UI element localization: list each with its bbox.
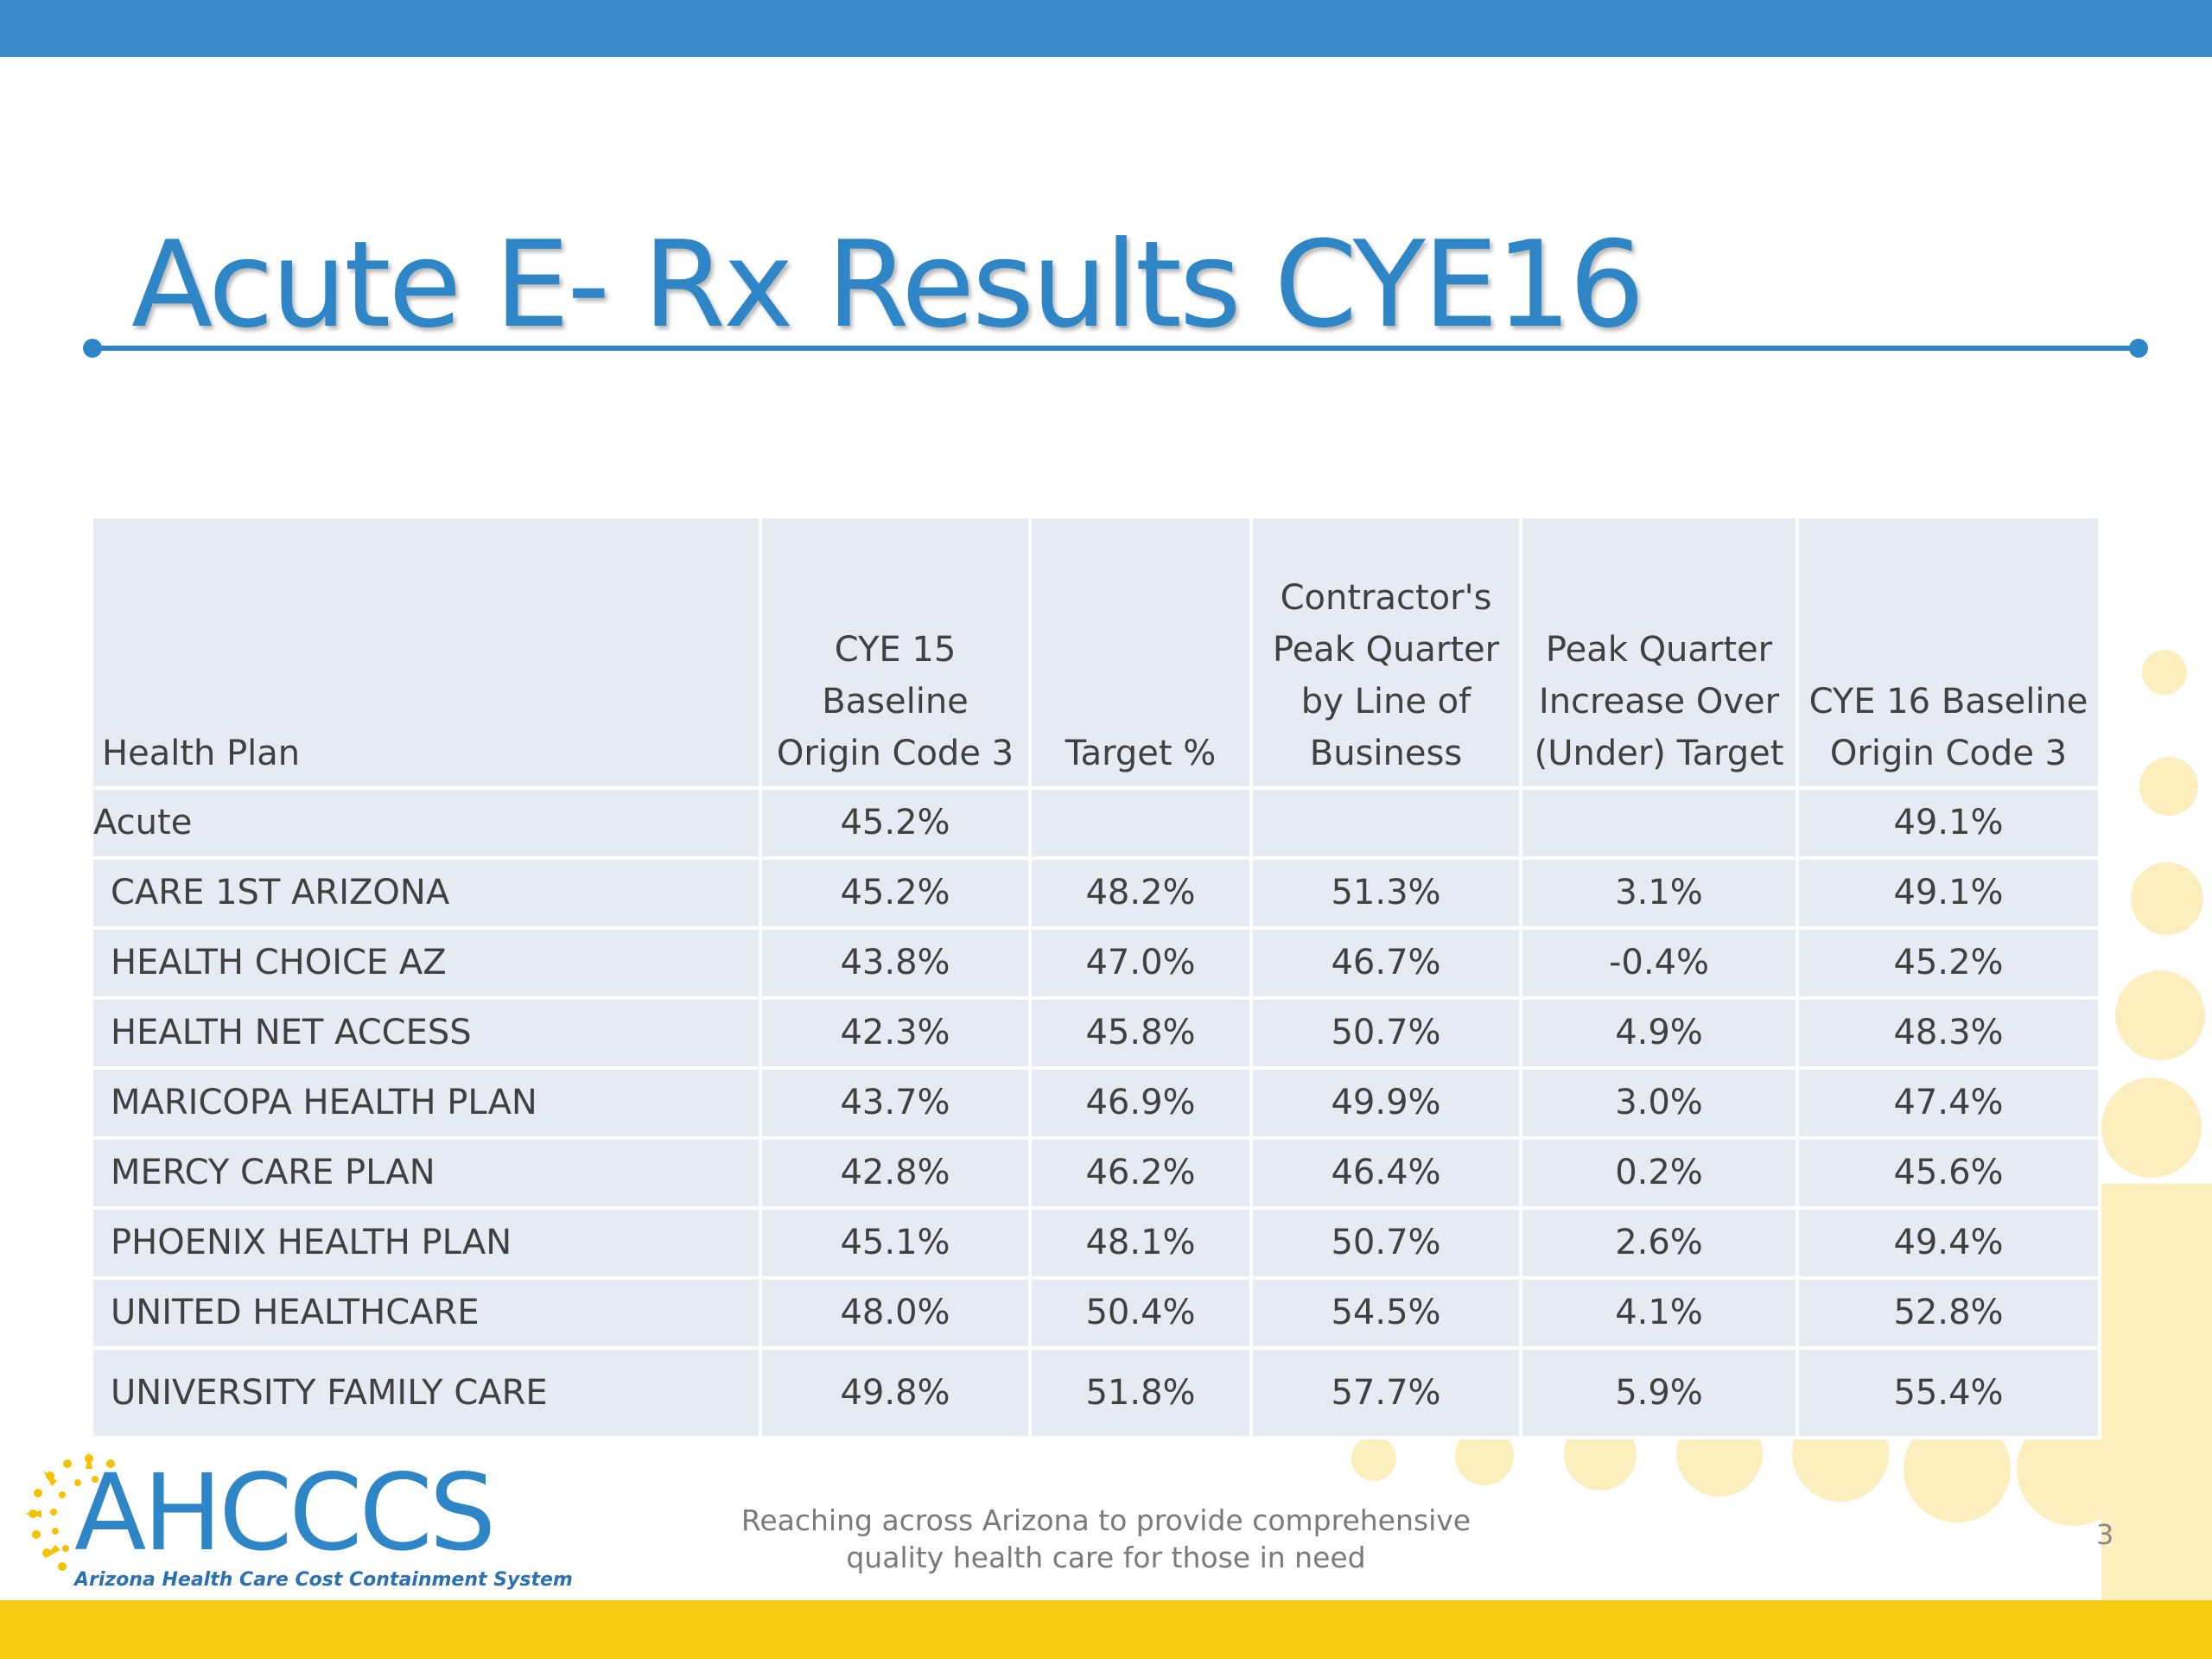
cell-target bbox=[1030, 788, 1253, 860]
cell-cye16-baseline: 52.8% bbox=[1797, 1278, 2101, 1350]
cell-cye15-baseline: 45.2% bbox=[760, 858, 1032, 930]
cell-target: 46.9% bbox=[1030, 1068, 1253, 1140]
cell-cye15-baseline: 45.2% bbox=[760, 788, 1032, 860]
results-table: Health Plan CYE 15 Baseline Origin Code … bbox=[93, 518, 2101, 1440]
cell-target: 48.2% bbox=[1030, 858, 1253, 930]
tagline-line-2: quality health care for those in need bbox=[846, 1541, 1366, 1574]
header-cye15-baseline: CYE 15 Baseline Origin Code 3 bbox=[760, 518, 1032, 790]
table-row: HEALTH NET ACCESS 42.3% 45.8% 50.7% 4.9%… bbox=[93, 998, 2101, 1070]
table-row: HEALTH CHOICE AZ 43.8% 47.0% 46.7% -0.4%… bbox=[93, 928, 2101, 1000]
page-number: 3 bbox=[2096, 1518, 2114, 1551]
logo-wordmark: AHCCCS bbox=[74, 1452, 496, 1574]
cell-plan-name: UNITED HEALTHCARE bbox=[93, 1278, 762, 1350]
cell-cye16-baseline: 45.2% bbox=[1797, 928, 2101, 1000]
cell-peak-quarter: 49.9% bbox=[1251, 1068, 1522, 1140]
cell-target: 50.4% bbox=[1030, 1278, 1253, 1350]
header-cye16-baseline: CYE 16 Baseline Origin Code 3 bbox=[1797, 518, 2101, 790]
cell-plan-name: HEALTH CHOICE AZ bbox=[93, 928, 762, 1000]
cell-cye16-baseline: 48.3% bbox=[1797, 998, 2101, 1070]
cell-cye15-baseline: 43.8% bbox=[760, 928, 1032, 1000]
header-peak-quarter: Contractor's Peak Quarter by Line of Bus… bbox=[1251, 518, 1522, 790]
cell-target: 45.8% bbox=[1030, 998, 1253, 1070]
cell-plan-name: PHOENIX HEALTH PLAN bbox=[93, 1208, 762, 1280]
table-header-row: Health Plan CYE 15 Baseline Origin Code … bbox=[93, 518, 2101, 790]
table-row: UNIVERSITY FAMILY CARE 49.8% 51.8% 57.7%… bbox=[93, 1348, 2101, 1440]
cell-increase-over-target: -0.4% bbox=[1521, 928, 1799, 1000]
cell-target: 48.1% bbox=[1030, 1208, 1253, 1280]
cell-plan-name: MARICOPA HEALTH PLAN bbox=[93, 1068, 762, 1140]
cell-increase-over-target: 0.2% bbox=[1521, 1138, 1799, 1210]
title-underline-right-dot bbox=[2129, 339, 2148, 358]
table-row: PHOENIX HEALTH PLAN 45.1% 48.1% 50.7% 2.… bbox=[93, 1208, 2101, 1280]
cell-increase-over-target: 4.1% bbox=[1521, 1278, 1799, 1350]
sun-burst-icon bbox=[24, 1452, 115, 1571]
cell-target: 47.0% bbox=[1030, 928, 1253, 1000]
cell-cye15-baseline: 42.8% bbox=[760, 1138, 1032, 1210]
cell-cye16-baseline: 49.1% bbox=[1797, 788, 2101, 860]
cell-cye16-baseline: 49.1% bbox=[1797, 858, 2101, 930]
cell-increase-over-target: 2.6% bbox=[1521, 1208, 1799, 1280]
cell-peak-quarter: 46.4% bbox=[1251, 1138, 1522, 1210]
cell-cye15-baseline: 48.0% bbox=[760, 1278, 1032, 1350]
table-row: CARE 1ST ARIZONA 45.2% 48.2% 51.3% 3.1% … bbox=[93, 858, 2101, 930]
cell-peak-quarter: 54.5% bbox=[1251, 1278, 1522, 1350]
cell-plan-name: MERCY CARE PLAN bbox=[93, 1138, 762, 1210]
header-increase-over-target: Peak Quarter Increase Over (Under) Targe… bbox=[1521, 518, 1799, 790]
table-row: MARICOPA HEALTH PLAN 43.7% 46.9% 49.9% 3… bbox=[93, 1068, 2101, 1140]
header-health-plan: Health Plan bbox=[93, 518, 762, 790]
table-row-group-acute: Acute 45.2% 49.1% bbox=[93, 788, 2101, 860]
cell-plan-name: CARE 1ST ARIZONA bbox=[93, 858, 762, 930]
cell-cye16-baseline: 49.4% bbox=[1797, 1208, 2101, 1280]
header-target: Target % bbox=[1030, 518, 1253, 790]
cell-peak-quarter: 57.7% bbox=[1251, 1348, 1522, 1440]
logo-subtitle: Arizona Health Care Cost Containment Sys… bbox=[74, 1569, 573, 1591]
table-row: UNITED HEALTHCARE 48.0% 50.4% 54.5% 4.1%… bbox=[93, 1278, 2101, 1350]
cell-cye15-baseline: 45.1% bbox=[760, 1208, 1032, 1280]
cell-increase-over-target bbox=[1521, 788, 1799, 860]
cell-plan-name: HEALTH NET ACCESS bbox=[93, 998, 762, 1070]
cell-plan-name: Acute bbox=[93, 788, 762, 860]
ahcccs-logo: AHCCCS Arizona Health Care Cost Containm… bbox=[24, 1452, 573, 1599]
cell-cye15-baseline: 49.8% bbox=[760, 1348, 1032, 1440]
cell-cye16-baseline: 55.4% bbox=[1797, 1348, 2101, 1440]
cell-target: 51.8% bbox=[1030, 1348, 1253, 1440]
cell-target: 46.2% bbox=[1030, 1138, 1253, 1210]
cell-peak-quarter: 51.3% bbox=[1251, 858, 1522, 930]
title-underline-left-dot bbox=[83, 339, 102, 358]
cell-peak-quarter: 50.7% bbox=[1251, 1208, 1522, 1280]
cell-increase-over-target: 3.0% bbox=[1521, 1068, 1799, 1140]
cell-increase-over-target: 3.1% bbox=[1521, 858, 1799, 930]
cell-cye16-baseline: 45.6% bbox=[1797, 1138, 2101, 1210]
tagline-line-1: Reaching across Arizona to provide compr… bbox=[741, 1503, 1471, 1537]
title-underline bbox=[90, 346, 2138, 351]
footer-tagline: Reaching across Arizona to provide compr… bbox=[674, 1502, 1538, 1576]
slide-title: Acute E- Rx Results CYE16 bbox=[131, 215, 1645, 354]
cell-cye15-baseline: 43.7% bbox=[760, 1068, 1032, 1140]
cell-plan-name: UNIVERSITY FAMILY CARE bbox=[93, 1348, 762, 1440]
cell-increase-over-target: 4.9% bbox=[1521, 998, 1799, 1070]
cell-cye15-baseline: 42.3% bbox=[760, 998, 1032, 1070]
cell-peak-quarter bbox=[1251, 788, 1522, 860]
top-accent-bar bbox=[0, 0, 2212, 57]
bottom-accent-bar bbox=[0, 1600, 2212, 1659]
cell-peak-quarter: 46.7% bbox=[1251, 928, 1522, 1000]
table-row: MERCY CARE PLAN 42.8% 46.2% 46.4% 0.2% 4… bbox=[93, 1138, 2101, 1210]
cell-cye16-baseline: 47.4% bbox=[1797, 1068, 2101, 1140]
cell-peak-quarter: 50.7% bbox=[1251, 998, 1522, 1070]
cell-increase-over-target: 5.9% bbox=[1521, 1348, 1799, 1440]
